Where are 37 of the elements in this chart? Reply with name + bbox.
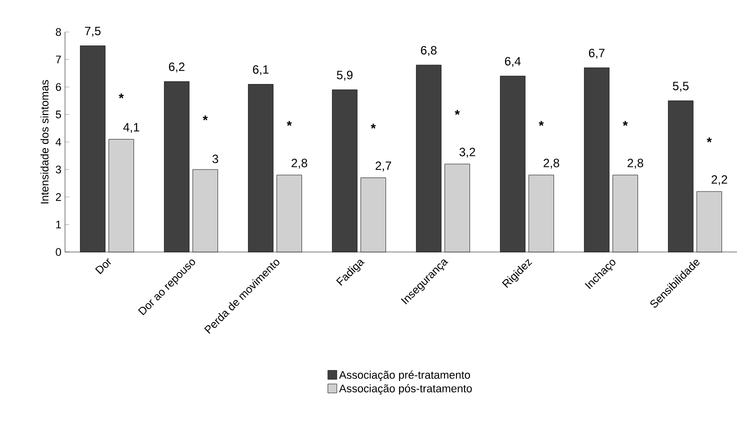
legend-label: Associação pré-tratamento	[339, 370, 470, 382]
y-tick-label: 2	[56, 193, 61, 201]
data-label: 2,8	[292, 158, 308, 169]
y-tick-label: 4	[56, 138, 62, 146]
y-tick-label: 1	[56, 220, 61, 228]
data-label: 5,5	[672, 82, 689, 92]
x-tick-label: Dor	[95, 258, 111, 274]
y-axis-title: Intensidade dos sintomas	[40, 80, 49, 204]
data-label: 2,2	[712, 175, 728, 186]
annotation: *	[622, 121, 628, 126]
data-label: 6,1	[252, 65, 268, 76]
y-tick-label: 5	[56, 110, 62, 118]
y-tick-label: 8	[56, 28, 62, 36]
data-label: 6,2	[168, 62, 184, 72]
annotation: *	[706, 138, 712, 142]
data-label: 6,7	[588, 48, 604, 59]
annotation: *	[454, 110, 460, 115]
legend-label: Associação pós-tratamento	[339, 384, 472, 395]
y-tick-label: 0	[56, 248, 62, 256]
y-tick-label: 7	[56, 56, 61, 64]
data-label: 7,5	[84, 26, 101, 37]
y-tick-label: 3	[56, 166, 62, 174]
annotation: *	[118, 94, 124, 98]
y-tick-label: 6	[56, 83, 62, 91]
annotation: *	[370, 124, 376, 129]
annotation: *	[286, 121, 292, 126]
data-label: 2,7	[376, 162, 392, 172]
annotation: *	[202, 116, 208, 120]
data-label: 2,8	[628, 158, 644, 169]
data-label: 5,9	[336, 70, 352, 81]
data-label: 4,1	[123, 123, 140, 133]
data-label: 3	[212, 154, 218, 164]
annotation: *	[538, 121, 544, 126]
data-label: 6,4	[504, 57, 521, 67]
data-label: 3,2	[459, 148, 476, 158]
data-label: 6,8	[420, 46, 437, 56]
data-label: 2,8	[544, 158, 560, 169]
